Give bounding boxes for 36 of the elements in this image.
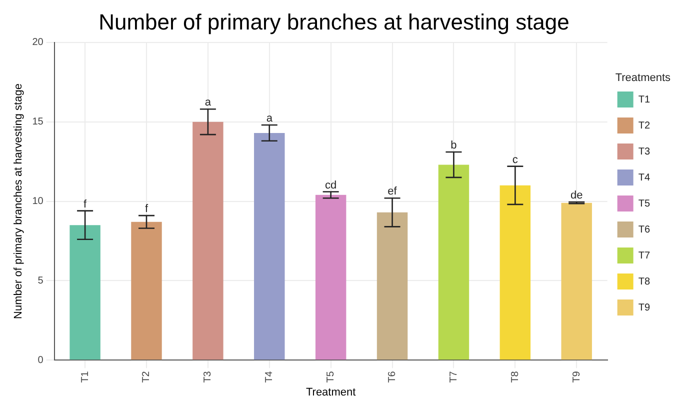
legend-label: T6	[638, 224, 650, 236]
legend-label: T9	[638, 302, 650, 314]
x-tick-label: T7	[448, 370, 460, 383]
annotation: de	[570, 190, 583, 202]
legend-label: T7	[638, 250, 650, 262]
annotation: f	[84, 198, 88, 210]
x-axis-title: Treatment	[306, 386, 356, 398]
y-axis-title: Number of primary branches at harvesting stage	[12, 84, 25, 319]
x-tick-label: T8	[510, 370, 521, 383]
y-tick-label: 5	[38, 275, 44, 286]
chart-title: Number of primary branches at harvesting stage	[98, 9, 570, 34]
x-tick-label: T9	[571, 370, 582, 383]
x-tick-label: T3	[202, 370, 214, 383]
x-tick-label: T2	[141, 370, 152, 383]
legend-label: T5	[638, 198, 650, 210]
legend-label: T3	[638, 146, 650, 158]
y-tick-label: 15	[32, 116, 44, 128]
annotation: c	[512, 154, 518, 166]
y-tick-label: 20	[32, 37, 44, 48]
legend-label: T4	[638, 172, 650, 184]
annotation: ef	[388, 186, 398, 198]
x-tick-label: T6	[387, 370, 398, 383]
annotation: f	[144, 203, 149, 216]
legend-label: T8	[638, 276, 650, 288]
y-tick-label: 0	[38, 354, 44, 366]
annotation: b	[450, 140, 457, 152]
x-tick-label: T1	[80, 370, 91, 383]
legend-label: T1	[638, 94, 650, 106]
x-tick-label: T5	[326, 370, 337, 383]
legend-title: Treatments	[615, 72, 672, 84]
annotation: cd	[325, 179, 337, 192]
legend-label: T2	[638, 120, 650, 132]
y-tick-label: 10	[32, 196, 44, 208]
annotation: a	[204, 96, 212, 109]
annotation: a	[266, 112, 274, 125]
x-tick-label: T4	[264, 370, 276, 383]
